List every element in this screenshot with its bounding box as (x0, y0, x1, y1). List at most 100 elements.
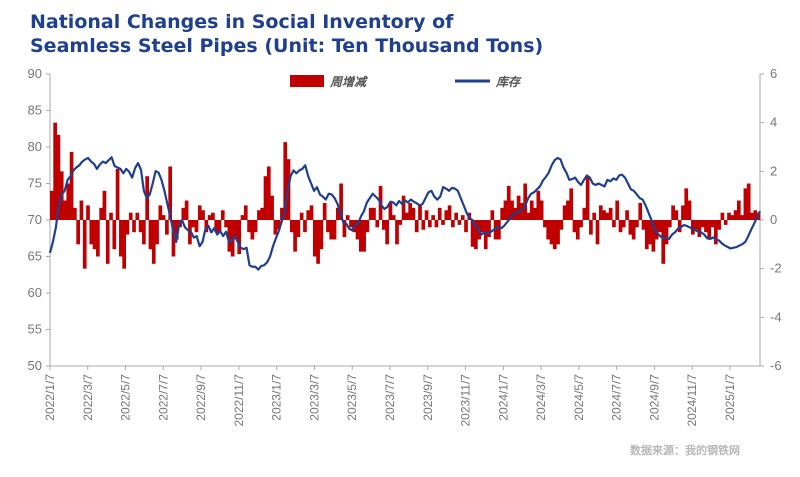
left-axis: 90 85 80 75 70 65 60 55 50 (28, 66, 51, 373)
left-axis-tick-label: 80 (28, 139, 42, 154)
weekly-change-bar (266, 166, 271, 220)
weekly-change-bar (161, 215, 166, 220)
weekly-change-bar (546, 220, 551, 240)
weekly-change-bar (119, 220, 123, 257)
inventory-line (48, 156, 761, 271)
weekly-change-bar (309, 205, 314, 220)
weekly-change-bar (322, 202, 327, 220)
weekly-change-bar (184, 200, 189, 220)
weekly-change-bar (661, 220, 666, 264)
weekly-change-bar (257, 210, 261, 220)
weekly-change-bar (342, 220, 347, 238)
weekly-change-bar (411, 207, 416, 220)
weekly-change-bar (306, 210, 311, 220)
weekly-change-bar (421, 220, 426, 230)
weekly-change-bar (474, 220, 478, 250)
left-axis-tick-label: 90 (28, 66, 42, 81)
left-axis-tick-label: 75 (28, 176, 42, 191)
weekly-change-bar (451, 220, 455, 228)
weekly-change-bar (753, 210, 758, 220)
weekly-change-bar (375, 220, 380, 228)
weekly-change-bar (66, 183, 71, 220)
x-axis-tick-label: 2024/11/7 (685, 374, 699, 427)
weekly-change-bar (89, 220, 94, 245)
weekly-change-bar (539, 200, 544, 220)
weekly-change-bar (707, 220, 712, 240)
weekly-change-bar (598, 205, 603, 220)
weekly-change-bar (733, 210, 738, 220)
weekly-change-bar (381, 220, 386, 230)
weekly-change-bar (250, 220, 255, 240)
weekly-change-bar (289, 220, 294, 233)
weekly-change-bar (566, 200, 570, 220)
x-axis-tick-label: 2023/3/7 (307, 374, 321, 421)
weekly-change-bar (677, 220, 682, 233)
weekly-change-bar (224, 220, 228, 228)
weekly-change-bar (280, 207, 284, 220)
weekly-change-bar (664, 220, 669, 245)
weekly-change-bar (99, 207, 103, 220)
weekly-change-bar (398, 220, 403, 225)
weekly-change-bar (506, 185, 511, 220)
weekly-change-bar (592, 212, 597, 220)
weekly-change-bar (368, 207, 373, 220)
weekly-change-bar (595, 220, 600, 245)
legend: 周增减 库存 (290, 75, 522, 89)
right-axis-tick-label: 6 (770, 66, 777, 81)
x-axis-tick-label: 2022/7/7 (156, 374, 170, 421)
weekly-change-bar (641, 220, 646, 230)
weekly-change-bar (559, 220, 564, 230)
left-axis-tick-label: 55 (28, 322, 42, 337)
weekly-change-bar (615, 200, 620, 220)
weekly-change-bar (260, 207, 265, 220)
weekly-change-bar (365, 220, 370, 233)
weekly-change-bar (431, 215, 435, 220)
weekly-change-bar (69, 151, 74, 220)
weekly-change-bar (109, 212, 113, 220)
weekly-change-bar (628, 220, 633, 235)
weekly-change-bar (434, 220, 439, 228)
weekly-change-bar (234, 220, 238, 240)
weekly-change-bar (480, 220, 485, 233)
weekly-change-bar (391, 215, 396, 220)
weekly-change-bar (746, 183, 751, 220)
x-axis-tick-label: 2022/3/7 (81, 374, 95, 421)
weekly-change-bar (520, 202, 524, 220)
weekly-change-bar (470, 220, 475, 247)
weekly-change-bar (428, 220, 432, 228)
weekly-change-bar (247, 220, 251, 233)
x-axis-tick-label: 2024/9/7 (647, 374, 661, 421)
weekly-change-bar (667, 220, 672, 228)
weekly-change-bar (608, 207, 613, 220)
weekly-change-bar (582, 207, 587, 220)
weekly-change-bar (92, 220, 97, 250)
right-axis-tick-label: 4 (770, 115, 777, 130)
weekly-change-bar (730, 215, 735, 220)
weekly-change-bar (82, 220, 87, 269)
left-axis-tick-label: 70 (28, 212, 42, 227)
weekly-change-bar (405, 212, 409, 220)
weekly-change-bar (743, 188, 748, 220)
weekly-change-bar (385, 220, 389, 245)
weekly-change-bar (345, 215, 350, 220)
weekly-change-bar (487, 220, 491, 238)
inventory-series (48, 156, 761, 271)
x-axis-tick-label: 2022/9/7 (194, 374, 208, 421)
weekly-change-bar (158, 205, 163, 220)
weekly-change-bar (395, 220, 399, 245)
x-axis-tick-label: 2023/1/7 (270, 374, 284, 421)
weekly-change-bar (418, 205, 422, 220)
weekly-change-bar (73, 207, 77, 220)
x-axis-tick-label: 2023/11/7 (459, 374, 473, 427)
weekly-change-bar (562, 205, 567, 220)
weekly-change-bar (112, 220, 117, 250)
right-axis-tick-label: 2 (770, 163, 777, 178)
weekly-change-bar (408, 202, 412, 220)
weekly-change-bar (727, 212, 731, 220)
weekly-change-bar (572, 220, 577, 233)
weekly-change-bar (283, 142, 288, 220)
weekly-change-bar (273, 220, 278, 235)
weekly-change-bar (181, 207, 186, 220)
weekly-change-bars (50, 122, 761, 269)
weekly-change-bar (115, 168, 120, 220)
